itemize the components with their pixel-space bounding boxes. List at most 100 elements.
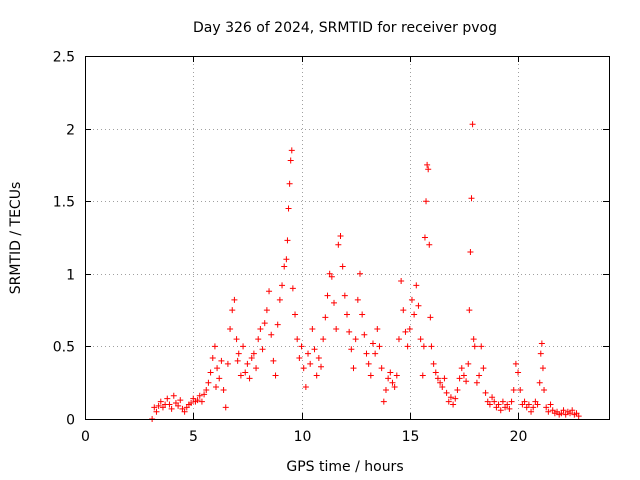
data-point	[257, 325, 264, 332]
y-tick-label: 2	[66, 123, 75, 139]
data-point	[311, 346, 318, 353]
data-point	[510, 386, 517, 393]
data-point	[425, 166, 432, 173]
data-point	[328, 273, 335, 280]
data-point	[476, 372, 483, 379]
y-tick-labels: 0 0.5 1 1.5 2 2.5	[53, 50, 75, 429]
data-point	[539, 365, 546, 372]
y-tick-label: 0	[66, 413, 75, 429]
data-point	[361, 331, 368, 338]
data-point	[469, 121, 476, 128]
data-point	[389, 379, 396, 386]
data-point	[456, 375, 463, 382]
data-point	[151, 404, 158, 411]
data-point	[441, 375, 448, 382]
data-point	[528, 408, 535, 415]
data-point	[237, 372, 244, 379]
data-point	[201, 391, 208, 398]
data-point	[240, 343, 247, 350]
data-point	[482, 389, 489, 396]
data-point	[430, 360, 437, 367]
data-point	[255, 336, 262, 343]
data-point	[227, 325, 234, 332]
data-point	[352, 336, 359, 343]
data-point	[393, 372, 400, 379]
data-point	[196, 392, 203, 399]
y-tick-label: 1.5	[53, 195, 75, 211]
x-tick-label: 5	[189, 429, 198, 445]
data-point	[266, 288, 273, 295]
data-point	[497, 407, 504, 414]
data-point	[470, 336, 477, 343]
data-point	[380, 398, 387, 405]
data-point	[354, 296, 361, 303]
data-point	[417, 336, 424, 343]
data-point	[374, 325, 381, 332]
data-point	[391, 384, 398, 391]
data-point	[450, 401, 457, 408]
data-point	[420, 343, 427, 350]
data-point	[515, 369, 522, 376]
x-axis-title: GPS time / hours	[286, 459, 403, 475]
data-point	[363, 350, 370, 357]
data-point	[296, 355, 303, 362]
data-point	[536, 379, 543, 386]
data-point	[427, 314, 434, 321]
data-point	[537, 350, 544, 357]
data-point	[411, 311, 418, 318]
data-point	[261, 320, 268, 327]
data-point	[279, 282, 286, 289]
data-point	[324, 292, 331, 299]
data-point	[478, 343, 485, 350]
data-point	[315, 355, 322, 362]
data-point	[560, 407, 567, 414]
data-point	[341, 292, 348, 299]
data-point	[408, 296, 415, 303]
chart-title: Day 326 of 2024, SRMTID for receiver pvo…	[193, 20, 497, 36]
data-point	[346, 328, 353, 335]
data-point	[213, 384, 219, 391]
data-point	[426, 241, 433, 248]
data-point	[471, 343, 478, 350]
data-point	[335, 241, 342, 248]
data-point	[404, 343, 411, 350]
data-point	[203, 386, 210, 393]
data-point	[153, 408, 160, 415]
data-point	[209, 355, 216, 362]
data-point	[460, 372, 467, 379]
data-point	[270, 357, 277, 364]
data-point	[285, 205, 292, 212]
data-point	[170, 392, 177, 399]
x-tick-label: 15	[402, 429, 420, 445]
data-point	[216, 375, 223, 382]
data-point	[545, 408, 552, 415]
data-point	[452, 395, 459, 402]
data-point	[504, 401, 511, 408]
data-point	[331, 299, 338, 306]
x-tick-label: 0	[81, 429, 90, 445]
data-point	[205, 379, 212, 386]
data-point	[489, 394, 496, 401]
data-point	[369, 340, 376, 347]
data-point	[284, 237, 291, 244]
data-point	[443, 389, 450, 396]
data-point	[468, 195, 475, 202]
data-point	[234, 357, 241, 364]
data-point	[465, 360, 472, 367]
data-point	[400, 307, 407, 314]
data-point	[480, 365, 487, 372]
data-point	[344, 311, 350, 318]
data-point	[387, 369, 394, 376]
data-point	[248, 355, 255, 362]
data-point	[320, 336, 327, 343]
data-point	[194, 397, 201, 404]
data-point	[302, 384, 309, 391]
data-point	[229, 307, 236, 314]
data-point	[432, 369, 439, 376]
data-point	[447, 394, 454, 401]
data-point	[385, 375, 392, 382]
data-point	[530, 404, 537, 411]
data-point	[424, 161, 431, 168]
data-point	[512, 360, 519, 367]
data-point	[365, 360, 372, 367]
